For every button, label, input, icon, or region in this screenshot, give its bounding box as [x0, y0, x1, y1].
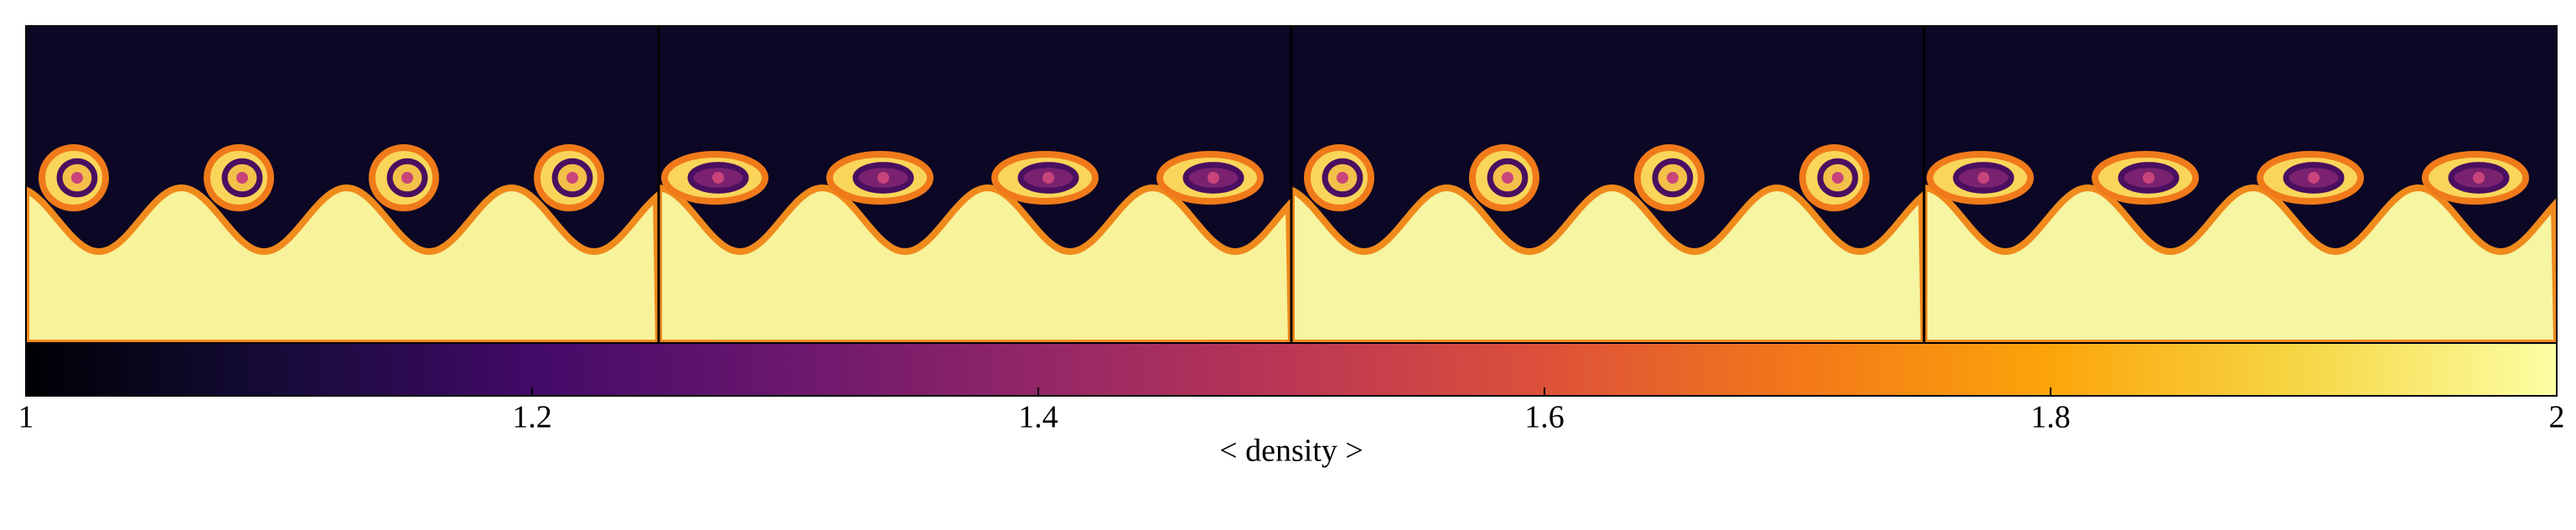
- panel: [659, 26, 1291, 343]
- fluid-interface: [659, 184, 1291, 343]
- panel: [1291, 26, 1924, 343]
- colorbar-axis: 1 1.2 1.4 1.6 1.8 2: [18, 387, 2565, 435]
- fluid-interface: [1924, 184, 2557, 343]
- vortex-center: [2473, 172, 2485, 184]
- tick-label: 2: [2549, 400, 2565, 435]
- vortex-center: [1978, 172, 1989, 184]
- vortex-center: [1337, 172, 1348, 184]
- panel: [26, 26, 659, 343]
- vortex-center: [1667, 172, 1679, 184]
- fluid-interface: [26, 184, 659, 343]
- density-panels: [25, 25, 2558, 344]
- tick-label: 1.6: [1524, 400, 1565, 435]
- vortex-center: [71, 172, 83, 184]
- vortex-center: [2308, 172, 2320, 184]
- colorbar-label: < density >: [1219, 434, 1363, 469]
- vortex-center: [401, 172, 413, 184]
- vortex-center: [236, 172, 248, 184]
- vortex-center: [1042, 172, 1054, 184]
- vortex-center: [1208, 172, 1219, 184]
- vortex-center: [712, 172, 724, 184]
- tick-label: 1.2: [512, 400, 552, 435]
- vortex-center: [1502, 172, 1513, 184]
- tick-label: 1.4: [1018, 400, 1058, 435]
- vortex-center: [2143, 172, 2154, 184]
- panel: [1924, 26, 2557, 343]
- tick-label: 1.8: [2030, 400, 2071, 435]
- vortex-center: [1832, 172, 1844, 184]
- fluid-interface: [1291, 184, 1924, 343]
- tick-label: 1: [18, 400, 34, 435]
- vortex-center: [566, 172, 578, 184]
- colorbar: [25, 342, 2558, 397]
- vortex-center: [877, 172, 889, 184]
